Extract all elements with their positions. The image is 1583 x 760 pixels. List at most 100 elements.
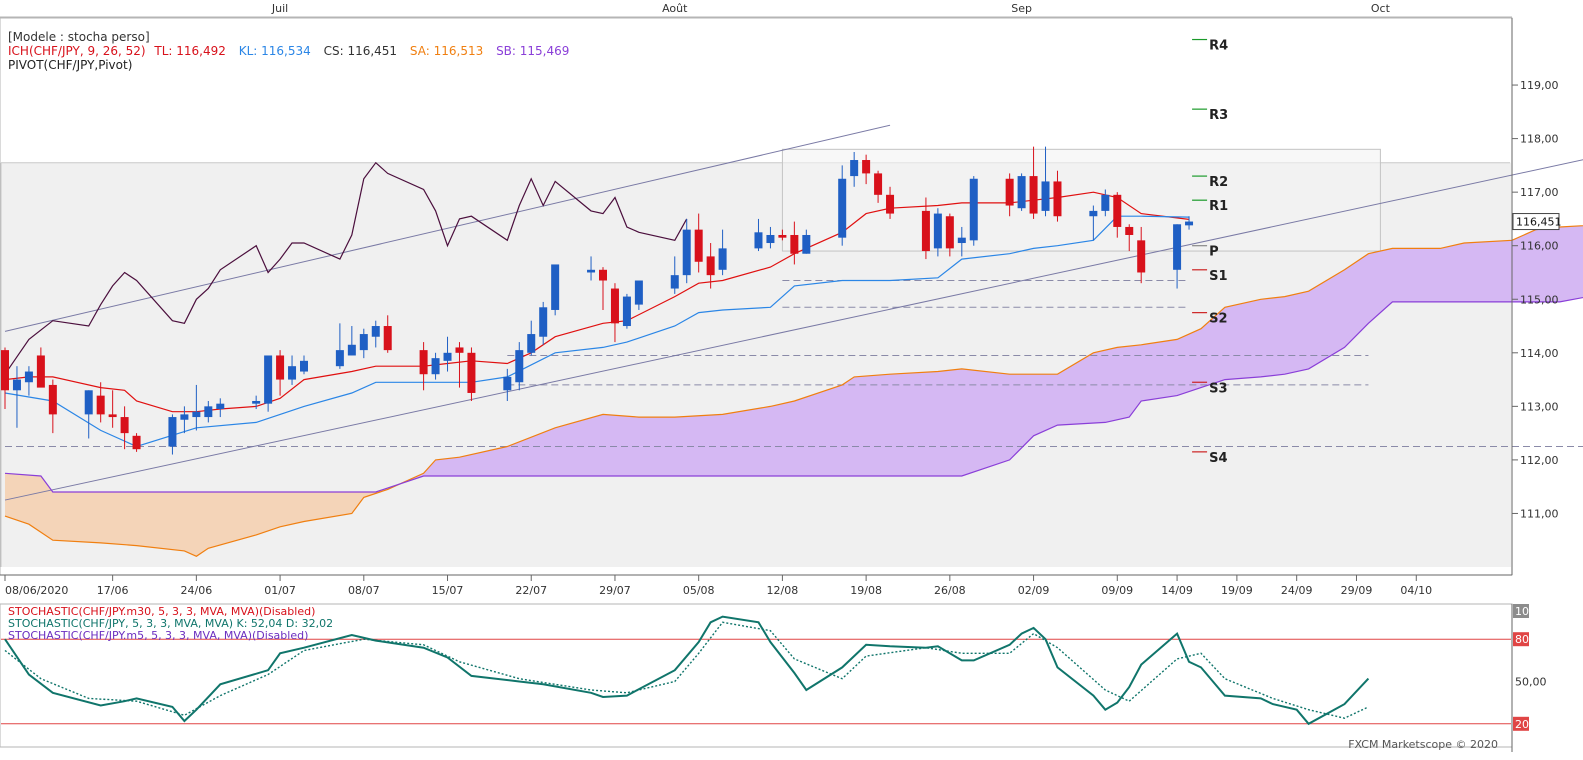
candle-body <box>670 275 679 289</box>
stoch-line-k <box>4 615 1370 726</box>
candle <box>1185 216 1194 230</box>
line-sb <box>4 296 1583 493</box>
candle-body <box>96 395 105 415</box>
month-label-0: Juil <box>271 2 288 15</box>
candle-body <box>527 334 536 353</box>
line-kl <box>4 215 1190 448</box>
candle <box>838 165 847 246</box>
candle <box>300 355 308 375</box>
candle <box>587 256 596 281</box>
legend-model: [Modele : stocha perso] <box>8 30 150 44</box>
candle-body <box>467 352 476 393</box>
date-tick-label: 09/09 <box>1101 584 1133 597</box>
candle-body <box>1125 226 1134 235</box>
candle-body <box>921 210 930 252</box>
trend-line-1 <box>4 159 1583 501</box>
candle-body <box>778 234 787 238</box>
date-tick-label: 15/07 <box>432 584 464 597</box>
date-tick-label: 19/09 <box>1221 584 1253 597</box>
candle <box>886 186 895 219</box>
candle-body <box>335 350 344 367</box>
line-cs <box>4 161 688 375</box>
candle <box>180 406 189 434</box>
price-tick-label: 119,00 <box>1520 79 1559 92</box>
candle-body <box>359 334 368 351</box>
candle-body <box>120 417 129 434</box>
candle <box>790 221 799 265</box>
candle-body <box>1089 210 1098 217</box>
candle-body <box>84 390 93 415</box>
candle-body <box>419 350 428 375</box>
candle <box>1173 224 1182 289</box>
candle-body <box>886 194 895 214</box>
candle-body <box>1053 181 1062 217</box>
date-axis: 08/06/2020 17/06 24/06 01/07 08/07 15/07 22/07… <box>0 574 1512 604</box>
candle <box>527 320 536 356</box>
candle-body <box>168 417 177 447</box>
candle <box>1137 226 1146 284</box>
date-tick-label: 22/07 <box>515 584 547 597</box>
price-tick-label: 117,00 <box>1520 186 1559 199</box>
candle-body <box>599 269 607 281</box>
legend-kl: KL: 116,534 <box>239 44 311 58</box>
date-tick-label: 12/08 <box>767 584 799 597</box>
trend-line-0 <box>4 124 891 332</box>
candle-body <box>850 160 859 177</box>
price-tick-label: 118,00 <box>1520 133 1559 146</box>
candle-body <box>132 435 141 450</box>
price-tick-label: 111,00 <box>1520 507 1559 520</box>
candle-body <box>288 366 297 380</box>
candle <box>1125 224 1134 252</box>
candle <box>48 379 57 434</box>
date-tick-label: 17/06 <box>97 584 129 597</box>
candle-body <box>24 371 33 383</box>
candle <box>371 320 380 348</box>
candle <box>120 406 129 450</box>
candle <box>1 347 9 410</box>
line-tl <box>4 191 1190 413</box>
candle <box>515 342 524 391</box>
candle-body <box>443 352 452 361</box>
month-label-1: Août <box>662 2 688 15</box>
pivot-label-s4: S4 <box>1209 451 1227 466</box>
cloud-bearish <box>5 473 399 556</box>
candle-body <box>706 256 715 276</box>
candle-body <box>587 269 596 273</box>
candle <box>754 218 763 252</box>
candle <box>36 347 45 388</box>
candle <box>359 328 368 359</box>
legend-cs: CS: 116,451 <box>324 44 397 58</box>
candle <box>252 395 261 410</box>
date-tick-label: 05/08 <box>683 584 715 597</box>
candle-body <box>48 384 57 415</box>
date-tick-label: 26/08 <box>934 584 966 597</box>
candle <box>431 352 440 380</box>
candle-body <box>276 355 285 380</box>
candle <box>802 229 811 254</box>
legend-sb: SB: 115,469 <box>496 44 569 58</box>
candle <box>108 390 117 428</box>
candle <box>778 229 787 241</box>
candle <box>694 213 703 273</box>
candle <box>467 347 476 401</box>
stochastic-plot[interactable] <box>1 615 1511 726</box>
candle-body <box>622 296 631 327</box>
stochastic-plot-frame[interactable] <box>0 603 1513 748</box>
candle <box>503 368 512 401</box>
candle-body <box>1185 221 1194 226</box>
pivot-label-r2: R2 <box>1209 175 1228 190</box>
pivot-label-p: P <box>1209 245 1219 260</box>
candle <box>610 283 619 343</box>
candle <box>634 280 643 310</box>
last-price-label: 116,451 <box>1516 216 1562 229</box>
candle-body <box>1 350 9 391</box>
stochastic-axis: 20 50,00 80 100 <box>1511 604 1547 752</box>
watermark: FXCM Marketscope © 2020 <box>1348 738 1498 751</box>
candle-body <box>204 406 213 418</box>
price-plot[interactable]: R4 R3 R2 R1 P S1 S2 S3 S4 <box>0 39 1583 567</box>
date-tick-label: 01/07 <box>264 584 296 597</box>
candle-body <box>682 229 691 276</box>
candle-body <box>1029 176 1038 214</box>
price-tick-label: 113,00 <box>1520 400 1559 413</box>
